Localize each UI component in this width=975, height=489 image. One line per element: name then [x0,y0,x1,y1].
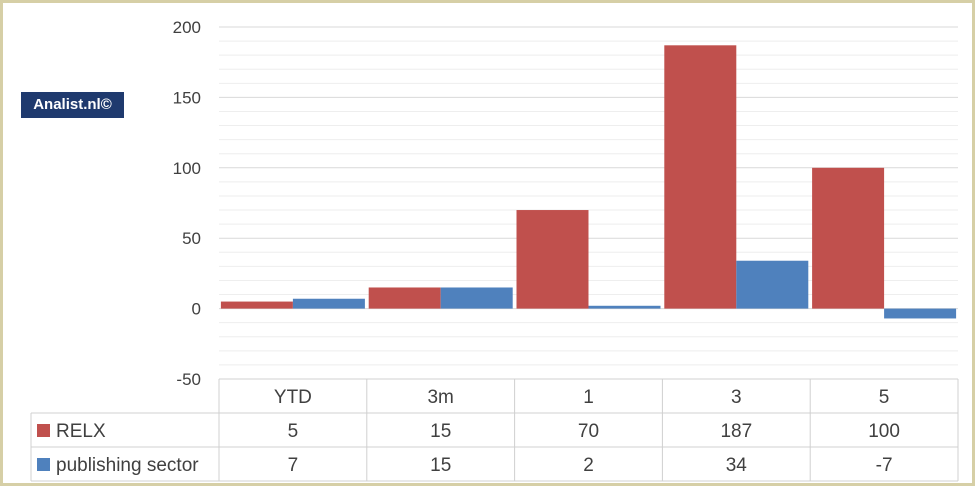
y-tick-label: 100 [173,159,201,178]
data-value: -7 [876,455,893,476]
series-label: publishing sector [56,455,199,476]
category-label: 1 [583,387,594,408]
series-label: RELX [56,421,106,442]
data-value: 2 [583,455,594,476]
data-value: 15 [430,455,451,476]
bar-relx [220,301,293,309]
bar-relx [516,210,589,309]
data-value: 70 [578,421,599,442]
y-tick-label: 200 [173,18,201,37]
y-tick-label: 0 [192,300,201,319]
legend-key-publishing-sector [37,458,50,471]
bar-relx [812,167,885,309]
bar-publishing-sector [292,298,365,309]
legend-key-relx [37,424,50,437]
bar-chart: -50 0 50 100 150 200 YTD 3m 1 3 5 RELX 5 15 70 187 100 pu… [30,18,959,482]
data-value: 100 [868,421,900,442]
bar-relx [664,45,737,309]
bar-publishing-sector [884,308,957,319]
data-value: 5 [288,421,299,442]
category-label: 5 [879,387,890,408]
data-value: 34 [726,455,748,476]
y-tick-label: 50 [182,229,201,248]
y-tick-label: -50 [176,370,201,389]
data-value: 15 [430,421,451,442]
watermark-logo: Analist.nl© [21,92,124,118]
bar-publishing-sector [588,305,661,309]
y-tick-label: 150 [173,88,201,107]
bar-publishing-sector [736,260,809,309]
bar-publishing-sector [440,287,513,309]
category-label: YTD [274,387,312,408]
category-label: 3m [427,387,453,408]
data-value: 187 [720,421,752,442]
bar-relx [368,287,441,309]
data-value: 7 [288,455,299,476]
category-label: 3 [731,387,742,408]
